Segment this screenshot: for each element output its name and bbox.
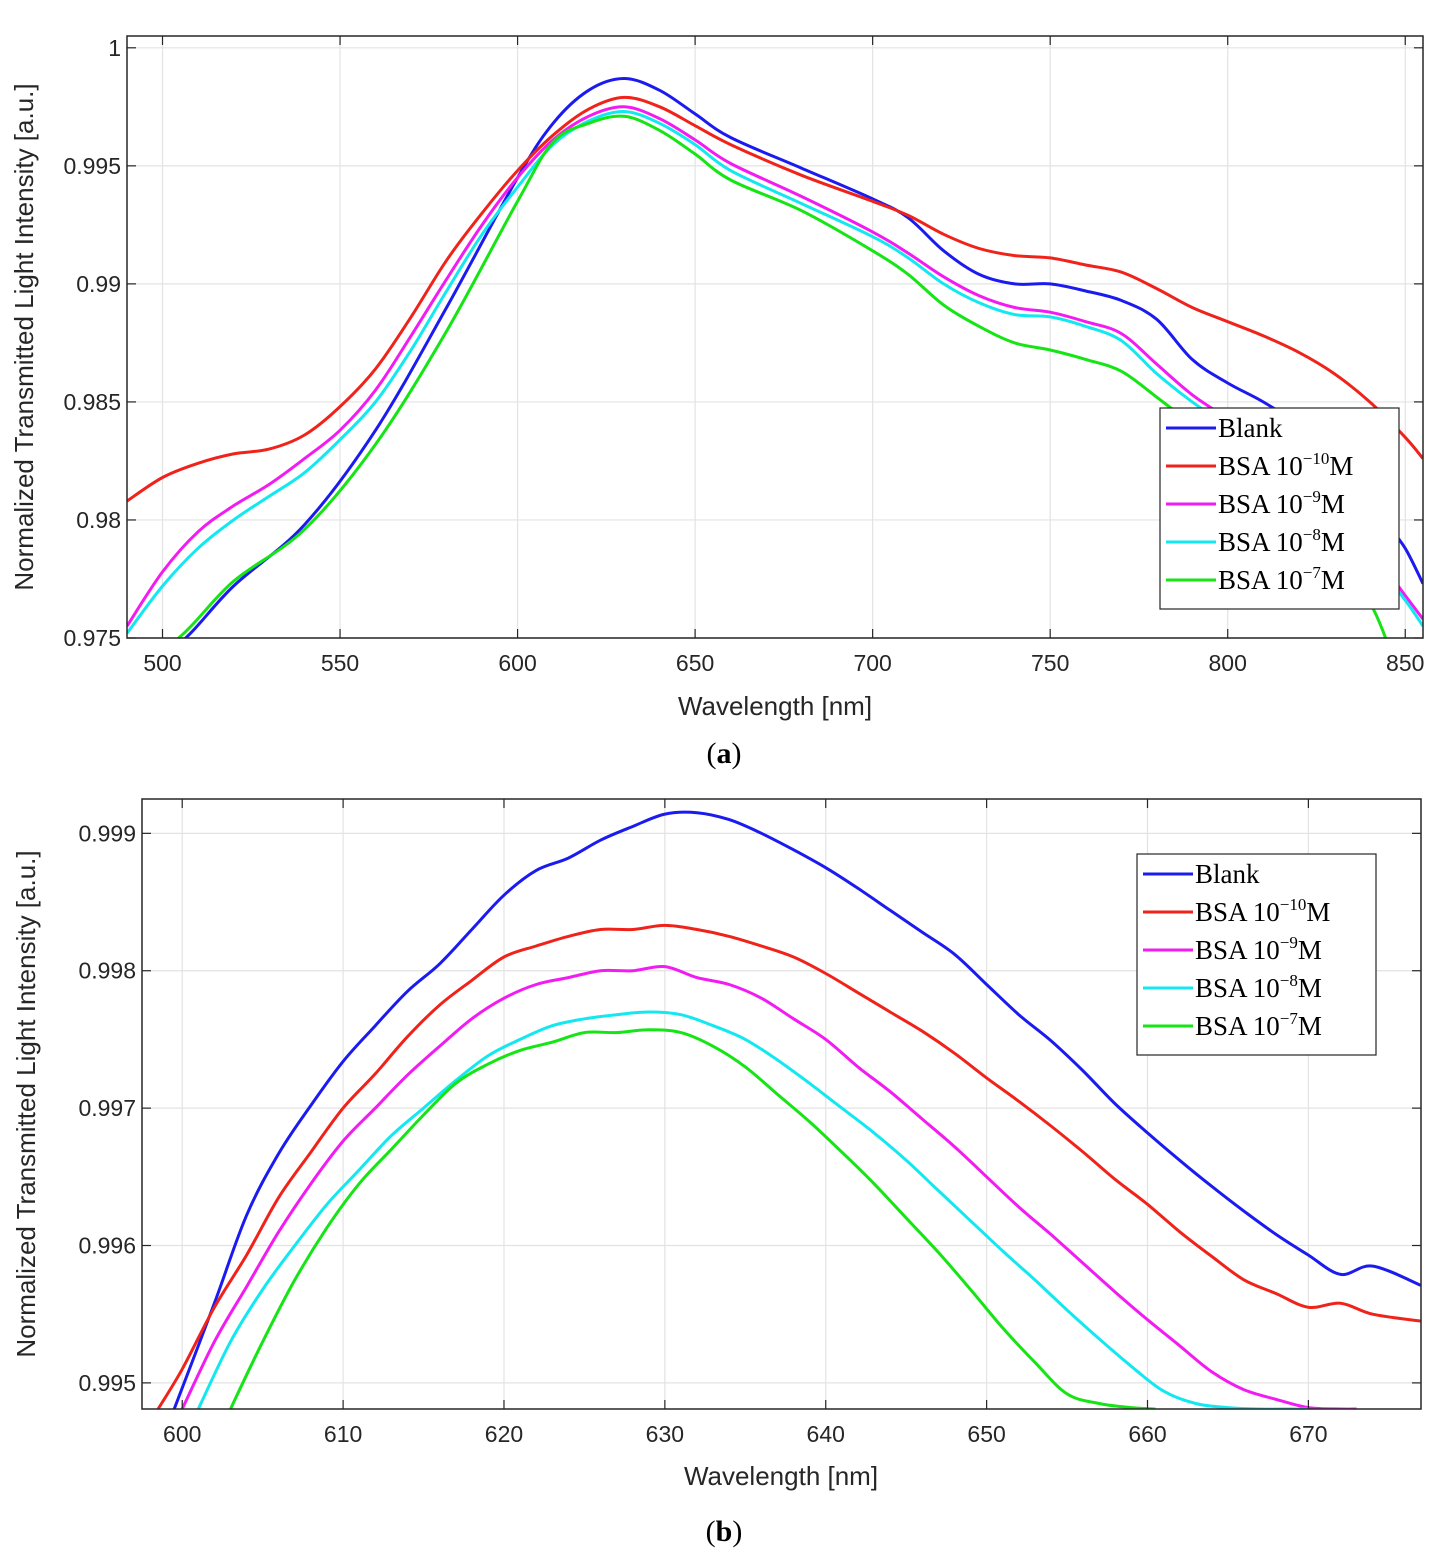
- x-tick-label: 600: [498, 650, 536, 676]
- x-tick-label: 610: [324, 1421, 362, 1447]
- legend-label-unit: M: [1298, 1011, 1322, 1041]
- legend-label-unit: M: [1321, 489, 1345, 519]
- legend-label: BSA 10−7M: [1218, 563, 1345, 595]
- x-tick-label: 660: [1128, 1421, 1166, 1447]
- legend-label: Blank: [1218, 413, 1283, 443]
- legend-label-base: BSA 10: [1195, 935, 1280, 965]
- series-line-2: [127, 95, 1423, 503]
- y-tick-label: 0.995: [63, 153, 121, 179]
- legend-label-unit: M: [1321, 527, 1345, 557]
- legend-label-base: Blank: [1195, 859, 1260, 889]
- panel-b-axes-box: [141, 798, 1422, 1410]
- legend-label: BSA 10−10M: [1195, 895, 1330, 927]
- y-tick-label: 0.985: [63, 389, 121, 415]
- legend-label-unit: M: [1329, 451, 1353, 481]
- y-tick-label: 0.998: [78, 958, 136, 984]
- legend-label-exponent: −8: [1303, 525, 1321, 544]
- y-tick-label: 0.997: [78, 1095, 136, 1121]
- legend-label: BSA 10−10M: [1218, 449, 1353, 481]
- legend-label-base: BSA 10: [1195, 1011, 1280, 1041]
- legend-label-exponent: −7: [1280, 1009, 1299, 1028]
- panel-b-caption-open: (: [706, 1515, 716, 1548]
- x-tick-label: 750: [1031, 650, 1069, 676]
- legend-label-exponent: −9: [1280, 933, 1298, 952]
- x-tick-label: 650: [676, 650, 714, 676]
- x-tick-label: 650: [967, 1421, 1005, 1447]
- panel-b-caption-close: ): [732, 1515, 742, 1548]
- legend-label-base: BSA 10: [1218, 451, 1303, 481]
- legend-box: [1136, 853, 1377, 1056]
- series-line-4: [196, 1010, 1309, 1409]
- panel-a-xlabel: Wavelength [nm]: [678, 691, 872, 721]
- panel-a-ticks: 500 550 600 650 700 750 800 850 0.975 0.98 0.985 0.…: [63, 35, 1424, 676]
- legend-label-base: BSA 10: [1218, 565, 1303, 595]
- panel-a-chart: 500 550 600 650 700 750 800 850 0.975 0.98 0.985 0.…: [9, 35, 1424, 770]
- legend-label-base: BSA 10: [1218, 527, 1303, 557]
- legend-label: BSA 10−9M: [1195, 933, 1322, 965]
- panel-b-ticks: 600 610 620 630 640 650 660 670 0.995 0.996 0.997 0…: [78, 799, 1421, 1447]
- legend-label-unit: M: [1298, 973, 1322, 1003]
- legend-label-exponent: −10: [1303, 449, 1330, 468]
- x-tick-label: 550: [321, 650, 359, 676]
- legend-label-exponent: −7: [1303, 563, 1322, 582]
- panel-b-ylabel: Normalized Transmitted Light Intensity […: [11, 850, 41, 1357]
- legend-label: BSA 10−9M: [1218, 487, 1345, 519]
- y-tick-label: 0.999: [78, 820, 136, 846]
- legend-label-exponent: −10: [1280, 895, 1307, 914]
- y-tick-label: 1: [108, 35, 121, 61]
- legend-label-unit: M: [1306, 897, 1330, 927]
- legend-label-exponent: −8: [1280, 971, 1298, 990]
- panel-a-caption-open: (: [707, 737, 717, 770]
- legend-label-unit: M: [1321, 565, 1345, 595]
- panel-b-xlabel: Wavelength [nm]: [684, 1461, 878, 1491]
- panel-b-caption: (b): [706, 1515, 743, 1548]
- panel-b-series: [156, 810, 1421, 1409]
- x-tick-label: 620: [485, 1421, 523, 1447]
- legend-label-base: Blank: [1218, 413, 1283, 443]
- y-tick-label: 0.99: [76, 271, 121, 297]
- x-tick-label: 800: [1209, 650, 1247, 676]
- legend-label-exponent: −9: [1303, 487, 1321, 506]
- panel-a-ylabel: Normalized Transmitted Light Intensity […: [9, 83, 39, 590]
- panel-a-caption-close: ): [732, 737, 742, 770]
- legend-label: BSA 10−8M: [1218, 525, 1345, 557]
- legend-label: BSA 10−8M: [1195, 971, 1322, 1003]
- legend-label: BSA 10−7M: [1195, 1009, 1322, 1041]
- series-line-2: [156, 923, 1421, 1409]
- x-tick-label: 670: [1289, 1421, 1327, 1447]
- panel-b-grid: [142, 799, 1421, 1409]
- x-tick-label: 500: [143, 650, 181, 676]
- x-tick-label: 850: [1386, 650, 1424, 676]
- legend-label-base: BSA 10: [1195, 897, 1280, 927]
- legend-label-base: BSA 10: [1218, 489, 1303, 519]
- series-line-3: [180, 964, 1357, 1409]
- panel-a-axes-box: [126, 35, 1424, 639]
- legend-box: [1159, 407, 1400, 610]
- x-tick-label: 700: [853, 650, 891, 676]
- panel-a-caption: (a): [707, 737, 742, 770]
- panel-b-chart: 600 610 620 630 640 650 660 670 0.995 0.996 0.997 0…: [11, 798, 1422, 1548]
- y-tick-label: 0.995: [78, 1370, 136, 1396]
- x-tick-label: 600: [163, 1421, 201, 1447]
- y-tick-label: 0.975: [63, 625, 121, 651]
- x-tick-label: 640: [807, 1421, 845, 1447]
- series-line-5: [229, 1028, 1156, 1409]
- legend-label-unit: M: [1298, 935, 1322, 965]
- y-tick-label: 0.996: [78, 1233, 136, 1259]
- panel-a-caption-letter: a: [717, 737, 732, 770]
- x-tick-label: 630: [646, 1421, 684, 1447]
- y-tick-label: 0.98: [76, 507, 121, 533]
- panel-b-caption-letter: b: [716, 1515, 733, 1548]
- series-line-1: [172, 810, 1421, 1409]
- legend-label-base: BSA 10: [1195, 973, 1280, 1003]
- legend-label: Blank: [1195, 859, 1260, 889]
